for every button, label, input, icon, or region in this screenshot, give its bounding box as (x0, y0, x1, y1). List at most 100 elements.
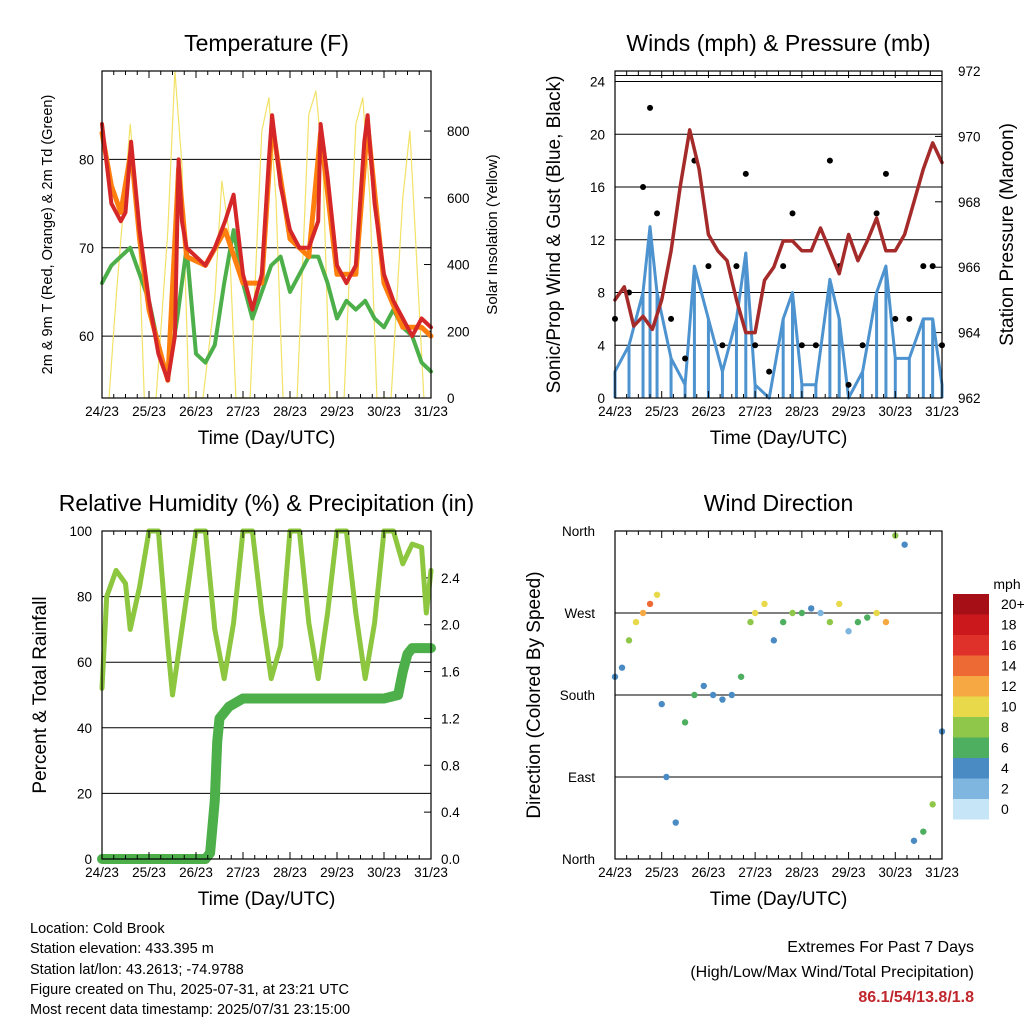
x-tick-label: 25/23 (645, 865, 679, 880)
x-tick-label: 25/23 (645, 404, 679, 419)
x-tick-label: 28/23 (785, 404, 819, 419)
y-right-tick-label: 200 (447, 324, 470, 339)
y-tick-label: 8 (597, 286, 605, 301)
colorbar-label: 4 (1001, 760, 1009, 776)
direction-point (691, 691, 698, 699)
y-axis-label: 2m & 9m T (Red, Orange) & 2m Td (Green) (40, 95, 56, 375)
y-right-tick-label: 0.4 (441, 805, 460, 820)
x-axis-label: Time (Day/UTC) (198, 889, 336, 910)
x-tick-label: 29/23 (320, 865, 354, 880)
series-2m-temp-line (100, 113, 433, 383)
y-tick-label: 80 (79, 152, 94, 167)
y-tick-label: 20 (77, 786, 92, 801)
gust-point (705, 263, 712, 270)
x-tick-label: 30/23 (367, 404, 401, 419)
direction-point (761, 600, 768, 608)
colorbar-swatch (953, 594, 989, 615)
colorbar-swatch (953, 635, 989, 656)
x-tick-label: 27/23 (226, 865, 260, 880)
y-right-tick-label: 0.0 (441, 852, 460, 867)
direction-point (653, 591, 661, 598)
gust-point (733, 263, 740, 270)
gust-point (882, 170, 889, 177)
y-tick-label: 70 (79, 241, 94, 256)
series-solar-line (108, 70, 425, 399)
figure-created: Figure created on Thu, 2025-07-31, at 23… (30, 981, 349, 998)
recent-timestamp: Most recent data timestamp: 2025/07/31 2… (30, 1002, 351, 1019)
gust-point (859, 342, 866, 349)
direction-point (737, 673, 745, 680)
colorbar-swatch (953, 737, 989, 758)
y-tick-label: 60 (77, 655, 92, 670)
x-axis-label: Time (Day/UTC) (198, 428, 336, 449)
panel-3: 0 20 40 60 80 100 0.0 0.4 0.8 1.2 1.6 2.0 2.4 24/23 25… (30, 490, 474, 910)
gust-point (647, 104, 654, 111)
x-tick-label: 30/23 (367, 865, 401, 880)
gust-point (920, 263, 927, 270)
chart-title: Relative Humidity (%) & Precipitation (i… (59, 490, 474, 516)
station-location: Location: Cold Brook (30, 921, 165, 937)
x-tick-label: 29/23 (832, 865, 866, 880)
colorbar-swatch (953, 655, 989, 676)
series-wind-line (613, 225, 944, 400)
colorbar-swatch (953, 799, 989, 820)
y-tick-label: North (562, 524, 595, 539)
x-tick-label: 25/23 (132, 404, 166, 419)
direction-point (779, 618, 787, 626)
direction-point (625, 637, 633, 644)
direction-point (709, 691, 717, 699)
x-tick-label: 24/23 (598, 404, 632, 419)
gust-point (752, 342, 759, 349)
direction-point (646, 600, 654, 608)
y-right-axis-label: Solar Insolation (Yellow) (484, 154, 501, 314)
direction-point (826, 618, 834, 626)
gust-point (682, 355, 689, 362)
direction-point (728, 691, 735, 699)
y-tick-label: 4 (597, 338, 605, 353)
gust-point (789, 210, 796, 217)
y-right-tick-label: 0.8 (441, 758, 460, 773)
y-right-tick-label: 2.0 (441, 618, 460, 633)
gust-point (766, 368, 773, 375)
y-right-tick-label: 1.6 (441, 665, 460, 680)
colorbar-swatch (953, 614, 989, 635)
y-right-tick-label: 600 (447, 191, 470, 206)
direction-point (845, 628, 852, 635)
y-right-tick-label: 964 (958, 326, 981, 341)
x-tick-label: 28/23 (273, 865, 307, 880)
series-pressure-line (613, 128, 944, 335)
x-tick-label: 26/23 (179, 865, 213, 880)
x-tick-label: 26/23 (692, 404, 726, 419)
direction-point (910, 837, 918, 844)
x-tick-label: 31/23 (925, 404, 959, 419)
y-tick-label: East (568, 770, 595, 785)
y-right-tick-label: 2.4 (441, 571, 460, 586)
x-tick-label: 27/23 (738, 865, 772, 880)
y-right-tick-label: 800 (447, 124, 470, 139)
y-right-tick-label: 972 (958, 64, 981, 79)
x-tick-label: 26/23 (692, 865, 726, 880)
extremes-box: Extremes For Past 7 Days (High/Low/Max W… (690, 935, 974, 1010)
gust-point (798, 342, 805, 349)
x-axis-label: Time (Day/UTC) (710, 428, 848, 449)
y-right-tick-label: 966 (958, 260, 981, 275)
direction-point (681, 719, 689, 726)
direction-point (618, 664, 626, 671)
y-tick-label: West (564, 606, 595, 621)
x-tick-label: 24/23 (598, 865, 632, 880)
extremes-values: 86.1/54/13.8/1.8 (858, 989, 974, 1006)
direction-point (808, 605, 815, 612)
colorbar-label: 12 (1001, 678, 1017, 694)
x-tick-label: 30/23 (878, 865, 912, 880)
extremes-title: Extremes For Past 7 Days (787, 939, 974, 956)
gust-point (780, 263, 787, 270)
y-tick-label: 24 (590, 75, 606, 90)
direction-point (836, 600, 843, 608)
y-tick-label: 0 (84, 852, 92, 867)
direction-point (658, 700, 665, 708)
colorbar-label: 18 (1001, 617, 1017, 633)
x-tick-label: 24/23 (85, 865, 119, 880)
gust-point (892, 315, 899, 322)
